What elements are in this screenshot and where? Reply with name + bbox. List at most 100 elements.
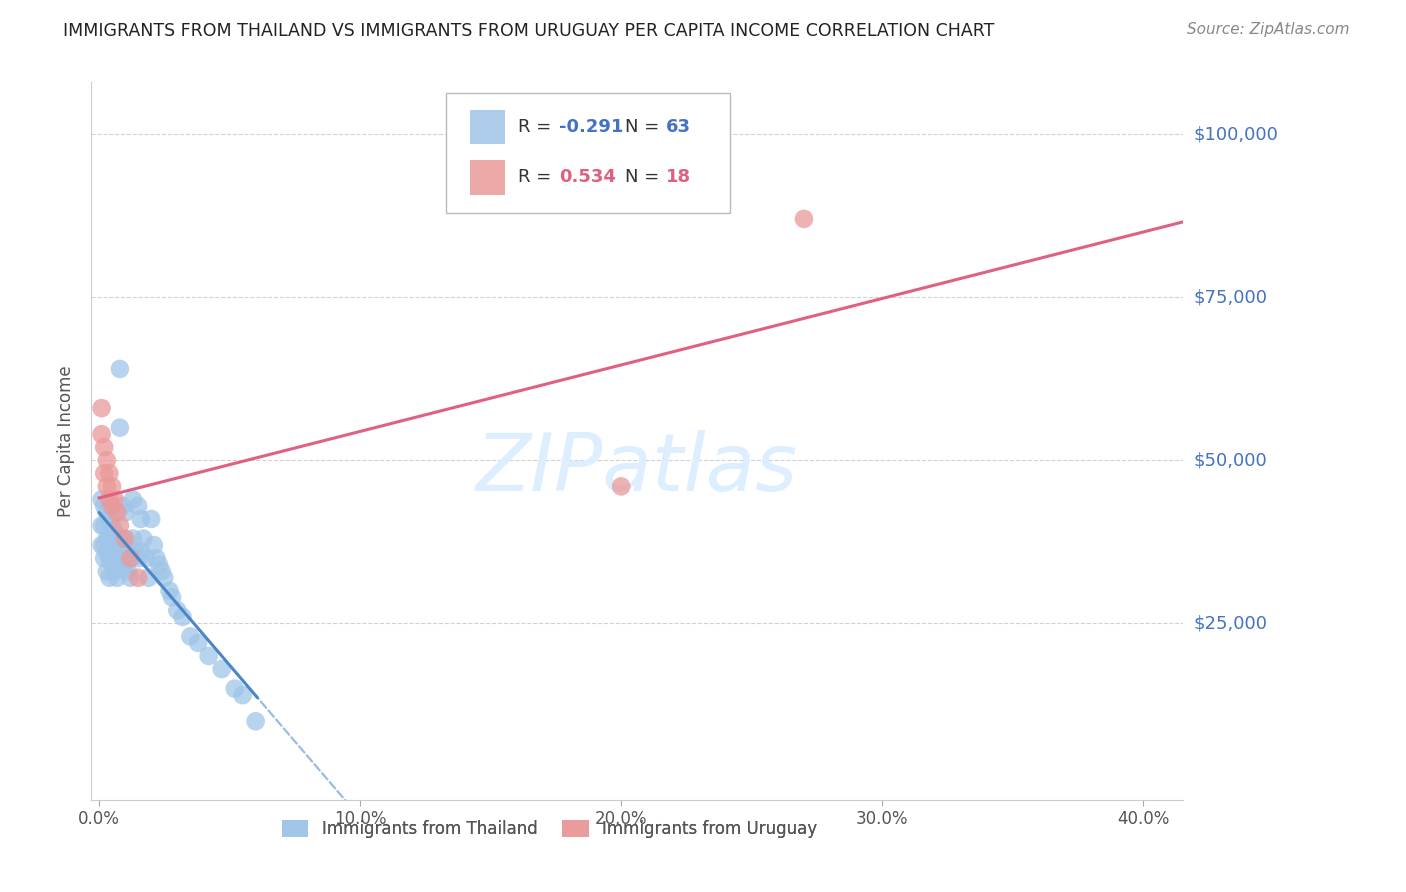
Point bbox=[93, 551, 115, 566]
Point bbox=[114, 506, 136, 520]
Point bbox=[120, 571, 142, 585]
FancyBboxPatch shape bbox=[446, 93, 730, 213]
Point bbox=[111, 499, 134, 513]
Point bbox=[96, 564, 118, 578]
Text: $25,000: $25,000 bbox=[1194, 615, 1268, 632]
Point bbox=[108, 518, 131, 533]
Point bbox=[101, 558, 124, 572]
Point bbox=[114, 558, 136, 572]
Point bbox=[108, 558, 131, 572]
Point bbox=[98, 551, 121, 566]
Point bbox=[124, 544, 146, 558]
Text: Source: ZipAtlas.com: Source: ZipAtlas.com bbox=[1187, 22, 1350, 37]
Point bbox=[224, 681, 246, 696]
Point bbox=[197, 648, 219, 663]
Point bbox=[108, 420, 131, 434]
Point bbox=[98, 467, 121, 481]
Point bbox=[108, 362, 131, 376]
Point bbox=[105, 551, 128, 566]
Text: 0.534: 0.534 bbox=[560, 169, 616, 186]
Point bbox=[93, 538, 115, 552]
Point bbox=[90, 538, 112, 552]
Point bbox=[160, 591, 183, 605]
Text: R =: R = bbox=[517, 118, 557, 136]
Point bbox=[90, 518, 112, 533]
Point bbox=[120, 551, 142, 566]
Point bbox=[98, 492, 121, 507]
Point bbox=[114, 532, 136, 546]
Point bbox=[96, 544, 118, 558]
Point bbox=[127, 551, 149, 566]
Point bbox=[96, 479, 118, 493]
Point bbox=[138, 571, 160, 585]
Bar bbox=[470, 110, 505, 145]
Point bbox=[142, 538, 165, 552]
Point bbox=[129, 512, 152, 526]
Point bbox=[98, 512, 121, 526]
Point bbox=[90, 401, 112, 416]
Text: IMMIGRANTS FROM THAILAND VS IMMIGRANTS FROM URUGUAY PER CAPITA INCOME CORRELATIO: IMMIGRANTS FROM THAILAND VS IMMIGRANTS F… bbox=[63, 22, 994, 40]
Point bbox=[104, 492, 127, 507]
Point bbox=[93, 499, 115, 513]
Point bbox=[93, 467, 115, 481]
Point bbox=[111, 532, 134, 546]
Point bbox=[122, 532, 145, 546]
Point bbox=[122, 492, 145, 507]
Point bbox=[129, 544, 152, 558]
Text: 63: 63 bbox=[666, 118, 692, 136]
Point bbox=[127, 499, 149, 513]
Text: ZIPatlas: ZIPatlas bbox=[475, 431, 799, 508]
Point bbox=[172, 610, 194, 624]
Point bbox=[105, 571, 128, 585]
Point bbox=[105, 506, 128, 520]
Point bbox=[132, 532, 155, 546]
Point bbox=[145, 551, 167, 566]
Point bbox=[135, 551, 157, 566]
Point bbox=[211, 662, 233, 676]
Point bbox=[98, 532, 121, 546]
Point bbox=[120, 551, 142, 566]
Text: $50,000: $50,000 bbox=[1194, 451, 1267, 469]
Y-axis label: Per Capita Income: Per Capita Income bbox=[58, 365, 75, 516]
Point bbox=[96, 532, 118, 546]
Point bbox=[141, 512, 163, 526]
Bar bbox=[470, 161, 505, 194]
Point bbox=[104, 564, 127, 578]
Point bbox=[114, 538, 136, 552]
Legend: Immigrants from Thailand, Immigrants from Uruguay: Immigrants from Thailand, Immigrants fro… bbox=[276, 814, 824, 845]
Point bbox=[159, 583, 181, 598]
Point bbox=[148, 558, 170, 572]
Text: -0.291: -0.291 bbox=[560, 118, 624, 136]
Point bbox=[90, 427, 112, 442]
Point bbox=[187, 636, 209, 650]
Point bbox=[179, 629, 201, 643]
Point bbox=[104, 544, 127, 558]
Point bbox=[90, 492, 112, 507]
Text: N =: N = bbox=[624, 169, 665, 186]
Point bbox=[117, 544, 139, 558]
Point bbox=[127, 571, 149, 585]
Point bbox=[150, 564, 173, 578]
Text: $75,000: $75,000 bbox=[1194, 288, 1268, 306]
Point bbox=[105, 532, 128, 546]
Point bbox=[101, 479, 124, 493]
Point bbox=[104, 524, 127, 539]
Point bbox=[101, 538, 124, 552]
Point bbox=[96, 506, 118, 520]
Point bbox=[96, 453, 118, 467]
Point bbox=[153, 571, 176, 585]
Point bbox=[793, 211, 815, 226]
Text: N =: N = bbox=[624, 118, 665, 136]
Point bbox=[166, 603, 188, 617]
Point bbox=[245, 714, 267, 729]
Text: 18: 18 bbox=[666, 169, 692, 186]
Point bbox=[93, 518, 115, 533]
Point bbox=[98, 571, 121, 585]
Text: $100,000: $100,000 bbox=[1194, 125, 1278, 143]
Point bbox=[117, 564, 139, 578]
Point bbox=[101, 518, 124, 533]
Point bbox=[610, 479, 633, 493]
Point bbox=[93, 440, 115, 454]
Text: R =: R = bbox=[517, 169, 557, 186]
Point bbox=[232, 688, 254, 702]
